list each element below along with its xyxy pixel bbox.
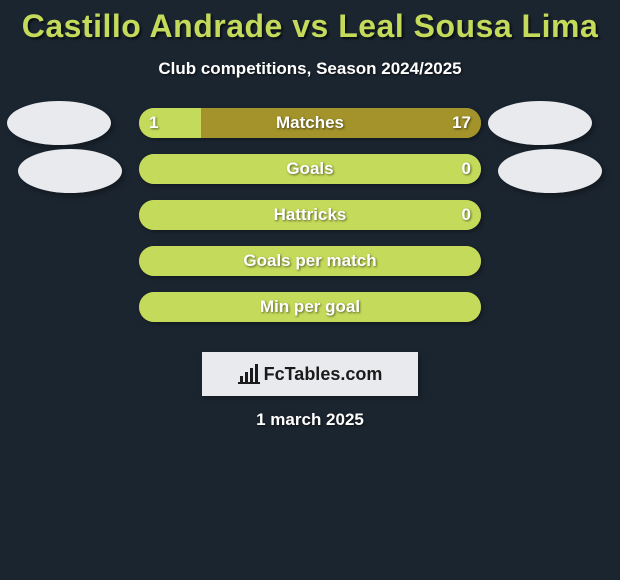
metric-bar-track: Min per goal: [139, 292, 481, 322]
player-left-avatar: [18, 149, 122, 193]
metric-row: Hattricks 0: [0, 200, 620, 246]
brand-text: FcTables.com: [264, 364, 383, 385]
metric-label: Min per goal: [260, 297, 360, 317]
metric-label: Hattricks: [274, 205, 347, 225]
metric-left-value: 1: [149, 113, 158, 133]
page-subtitle: Club competitions, Season 2024/2025: [0, 59, 620, 79]
brand-chart-icon: [238, 364, 260, 384]
metric-bar-track: Hattricks 0: [139, 200, 481, 230]
metric-row: Goals per match: [0, 246, 620, 292]
metric-label: Matches: [276, 113, 344, 133]
metric-label: Goals per match: [243, 251, 376, 271]
metric-bar-track: Matches 1 17: [139, 108, 481, 138]
player-right-avatar: [498, 149, 602, 193]
metric-row: Goals 0: [0, 154, 620, 200]
metric-label: Goals: [286, 159, 333, 179]
metric-right-value: 17: [452, 113, 471, 133]
player-right-avatar: [488, 101, 592, 145]
date-label: 1 march 2025: [0, 410, 620, 430]
metric-right-value: 0: [462, 205, 471, 225]
metric-row: Min per goal: [0, 292, 620, 338]
brand-box: FcTables.com: [202, 352, 418, 396]
h2h-chart: Matches 1 17 Goals 0 Hattricks 0 Goals per matc…: [0, 108, 620, 338]
metric-bar-track: Goals per match: [139, 246, 481, 276]
metric-row: Matches 1 17: [0, 108, 620, 154]
metric-bar-track: Goals 0: [139, 154, 481, 184]
metric-right-value: 0: [462, 159, 471, 179]
player-left-avatar: [7, 101, 111, 145]
page-title: Castillo Andrade vs Leal Sousa Lima: [0, 0, 620, 45]
